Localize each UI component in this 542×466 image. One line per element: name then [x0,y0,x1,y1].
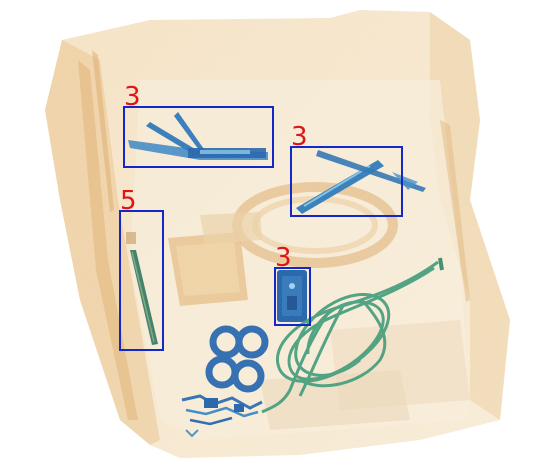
detection-box-rod [119,210,164,351]
detection-label-knife: 3 [291,122,308,152]
detection-label-rod: 5 [120,186,137,216]
detection-box-small-device [274,267,311,326]
detection-label-folding-knife: 3 [124,82,141,112]
detection-box-knife [290,146,403,217]
detection-box-folding-knife [123,106,274,168]
detection-label-small-device: 3 [275,243,292,273]
